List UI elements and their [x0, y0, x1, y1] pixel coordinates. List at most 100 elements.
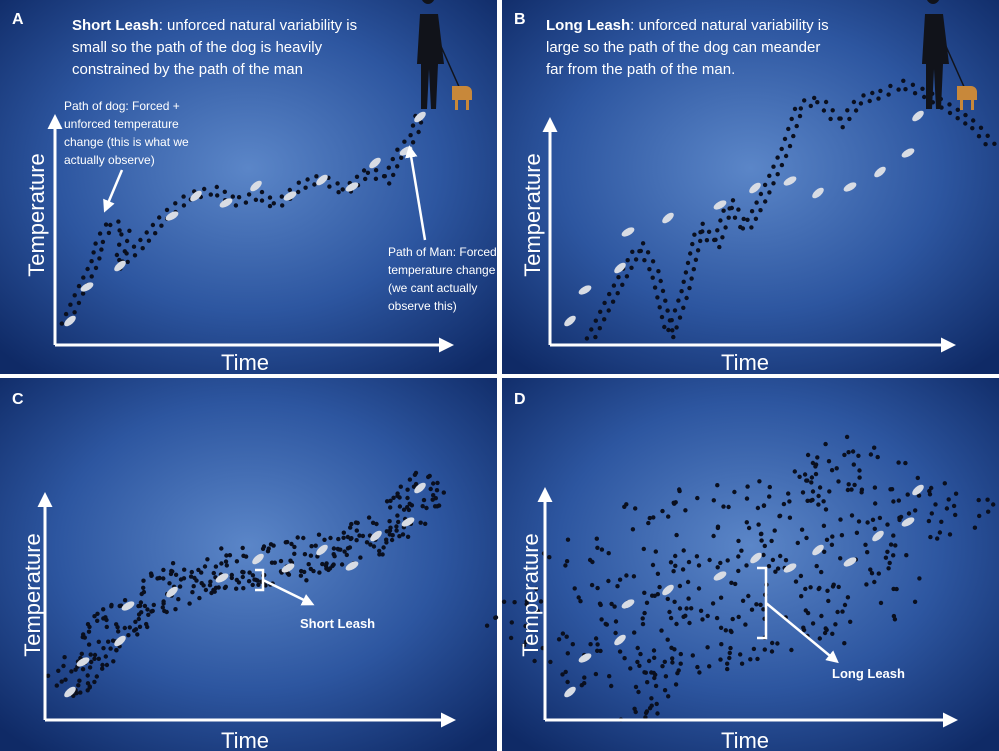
- paw-print: [775, 155, 779, 159]
- paw-print: [224, 585, 228, 589]
- paw-print: [920, 87, 924, 91]
- paw-print: [718, 561, 722, 565]
- paw-print: [422, 498, 426, 502]
- paw-print: [103, 615, 107, 619]
- paw-print: [212, 571, 216, 575]
- paw-print: [692, 233, 696, 237]
- paw-print: [698, 230, 702, 234]
- paw-print: [83, 635, 87, 639]
- paw-print: [214, 564, 218, 568]
- paw-print: [437, 503, 441, 507]
- paw-print: [670, 660, 674, 664]
- paw-print: [87, 625, 91, 629]
- paw-print: [395, 164, 399, 168]
- paw-print: [123, 598, 127, 602]
- paw-print: [81, 275, 85, 279]
- paw-print: [303, 552, 307, 556]
- paw-print: [336, 190, 340, 194]
- paw-print: [738, 652, 742, 656]
- paw-print: [816, 502, 820, 506]
- paw-print: [674, 622, 678, 626]
- paw-print: [201, 583, 205, 587]
- paw-print: [733, 582, 737, 586]
- paw-print: [118, 604, 122, 608]
- paw-print: [759, 192, 763, 196]
- paw-print: [116, 219, 120, 223]
- paw-print: [963, 121, 967, 125]
- paw-print: [94, 266, 98, 270]
- paw-print: [835, 466, 839, 470]
- paw-print: [494, 615, 498, 619]
- paw-print: [512, 600, 516, 604]
- paw-print: [374, 177, 378, 181]
- paw-print: [928, 535, 932, 539]
- paw-print: [828, 117, 832, 121]
- paw-print: [826, 599, 830, 603]
- paw-print: [594, 672, 598, 676]
- paw-print: [532, 659, 536, 663]
- paw-print: [607, 674, 611, 678]
- paw-print: [159, 224, 163, 228]
- paw-print: [933, 502, 937, 506]
- paw-print: [892, 614, 896, 618]
- paw-print: [954, 492, 958, 496]
- paw-print: [81, 667, 85, 671]
- paw-print: [788, 144, 792, 148]
- paw-print: [810, 498, 814, 502]
- paw-print: [606, 579, 610, 583]
- paw-print: [745, 218, 749, 222]
- paw-print: [784, 154, 788, 158]
- paw-print: [141, 586, 145, 590]
- paw-print: [783, 137, 787, 141]
- annotation: temperature change: [388, 263, 496, 277]
- paw-print: [609, 684, 613, 688]
- paw-print: [423, 522, 427, 526]
- paw-print: [797, 475, 801, 479]
- paw-print: [117, 228, 121, 232]
- paw-print: [868, 567, 872, 571]
- paw-print: [971, 118, 975, 122]
- paw-print: [629, 266, 633, 270]
- paw-print: [835, 610, 839, 614]
- paw-print: [784, 558, 788, 562]
- paw-print: [133, 253, 137, 257]
- paw-print: [771, 181, 775, 185]
- x-axis-label: Time: [721, 728, 769, 751]
- paw-print: [607, 292, 611, 296]
- paw-print: [678, 606, 682, 610]
- paw-print: [663, 299, 667, 303]
- paw-print: [171, 561, 175, 565]
- paw-print: [268, 204, 272, 208]
- paw-print: [602, 317, 606, 321]
- paw-print: [600, 547, 604, 551]
- paw-print: [806, 453, 810, 457]
- paw-print: [362, 168, 366, 172]
- paw-print: [138, 238, 142, 242]
- paw-print: [793, 469, 797, 473]
- paw-print: [756, 506, 760, 510]
- paw-print: [819, 570, 823, 574]
- paw-print: [111, 659, 115, 663]
- paw-print: [977, 498, 981, 502]
- paw-print: [664, 674, 668, 678]
- paw-print: [945, 506, 949, 510]
- paw-print: [642, 547, 646, 551]
- paw-print: [733, 216, 737, 220]
- paw-print: [73, 293, 77, 297]
- paw-print: [111, 639, 115, 643]
- paw-print: [341, 187, 345, 191]
- paw-print: [786, 127, 790, 131]
- paw-print: [650, 704, 654, 708]
- paw-print: [109, 604, 113, 608]
- paw-print: [324, 561, 328, 565]
- paw-print: [719, 642, 723, 646]
- paw-print: [611, 300, 615, 304]
- paw-print: [790, 117, 794, 121]
- paw-print: [260, 190, 264, 194]
- paw-print: [142, 590, 146, 594]
- paw-print: [595, 586, 599, 590]
- paw-print: [114, 622, 118, 626]
- paw-print: [157, 576, 161, 580]
- paw-print: [651, 515, 655, 519]
- paw-print: [894, 587, 898, 591]
